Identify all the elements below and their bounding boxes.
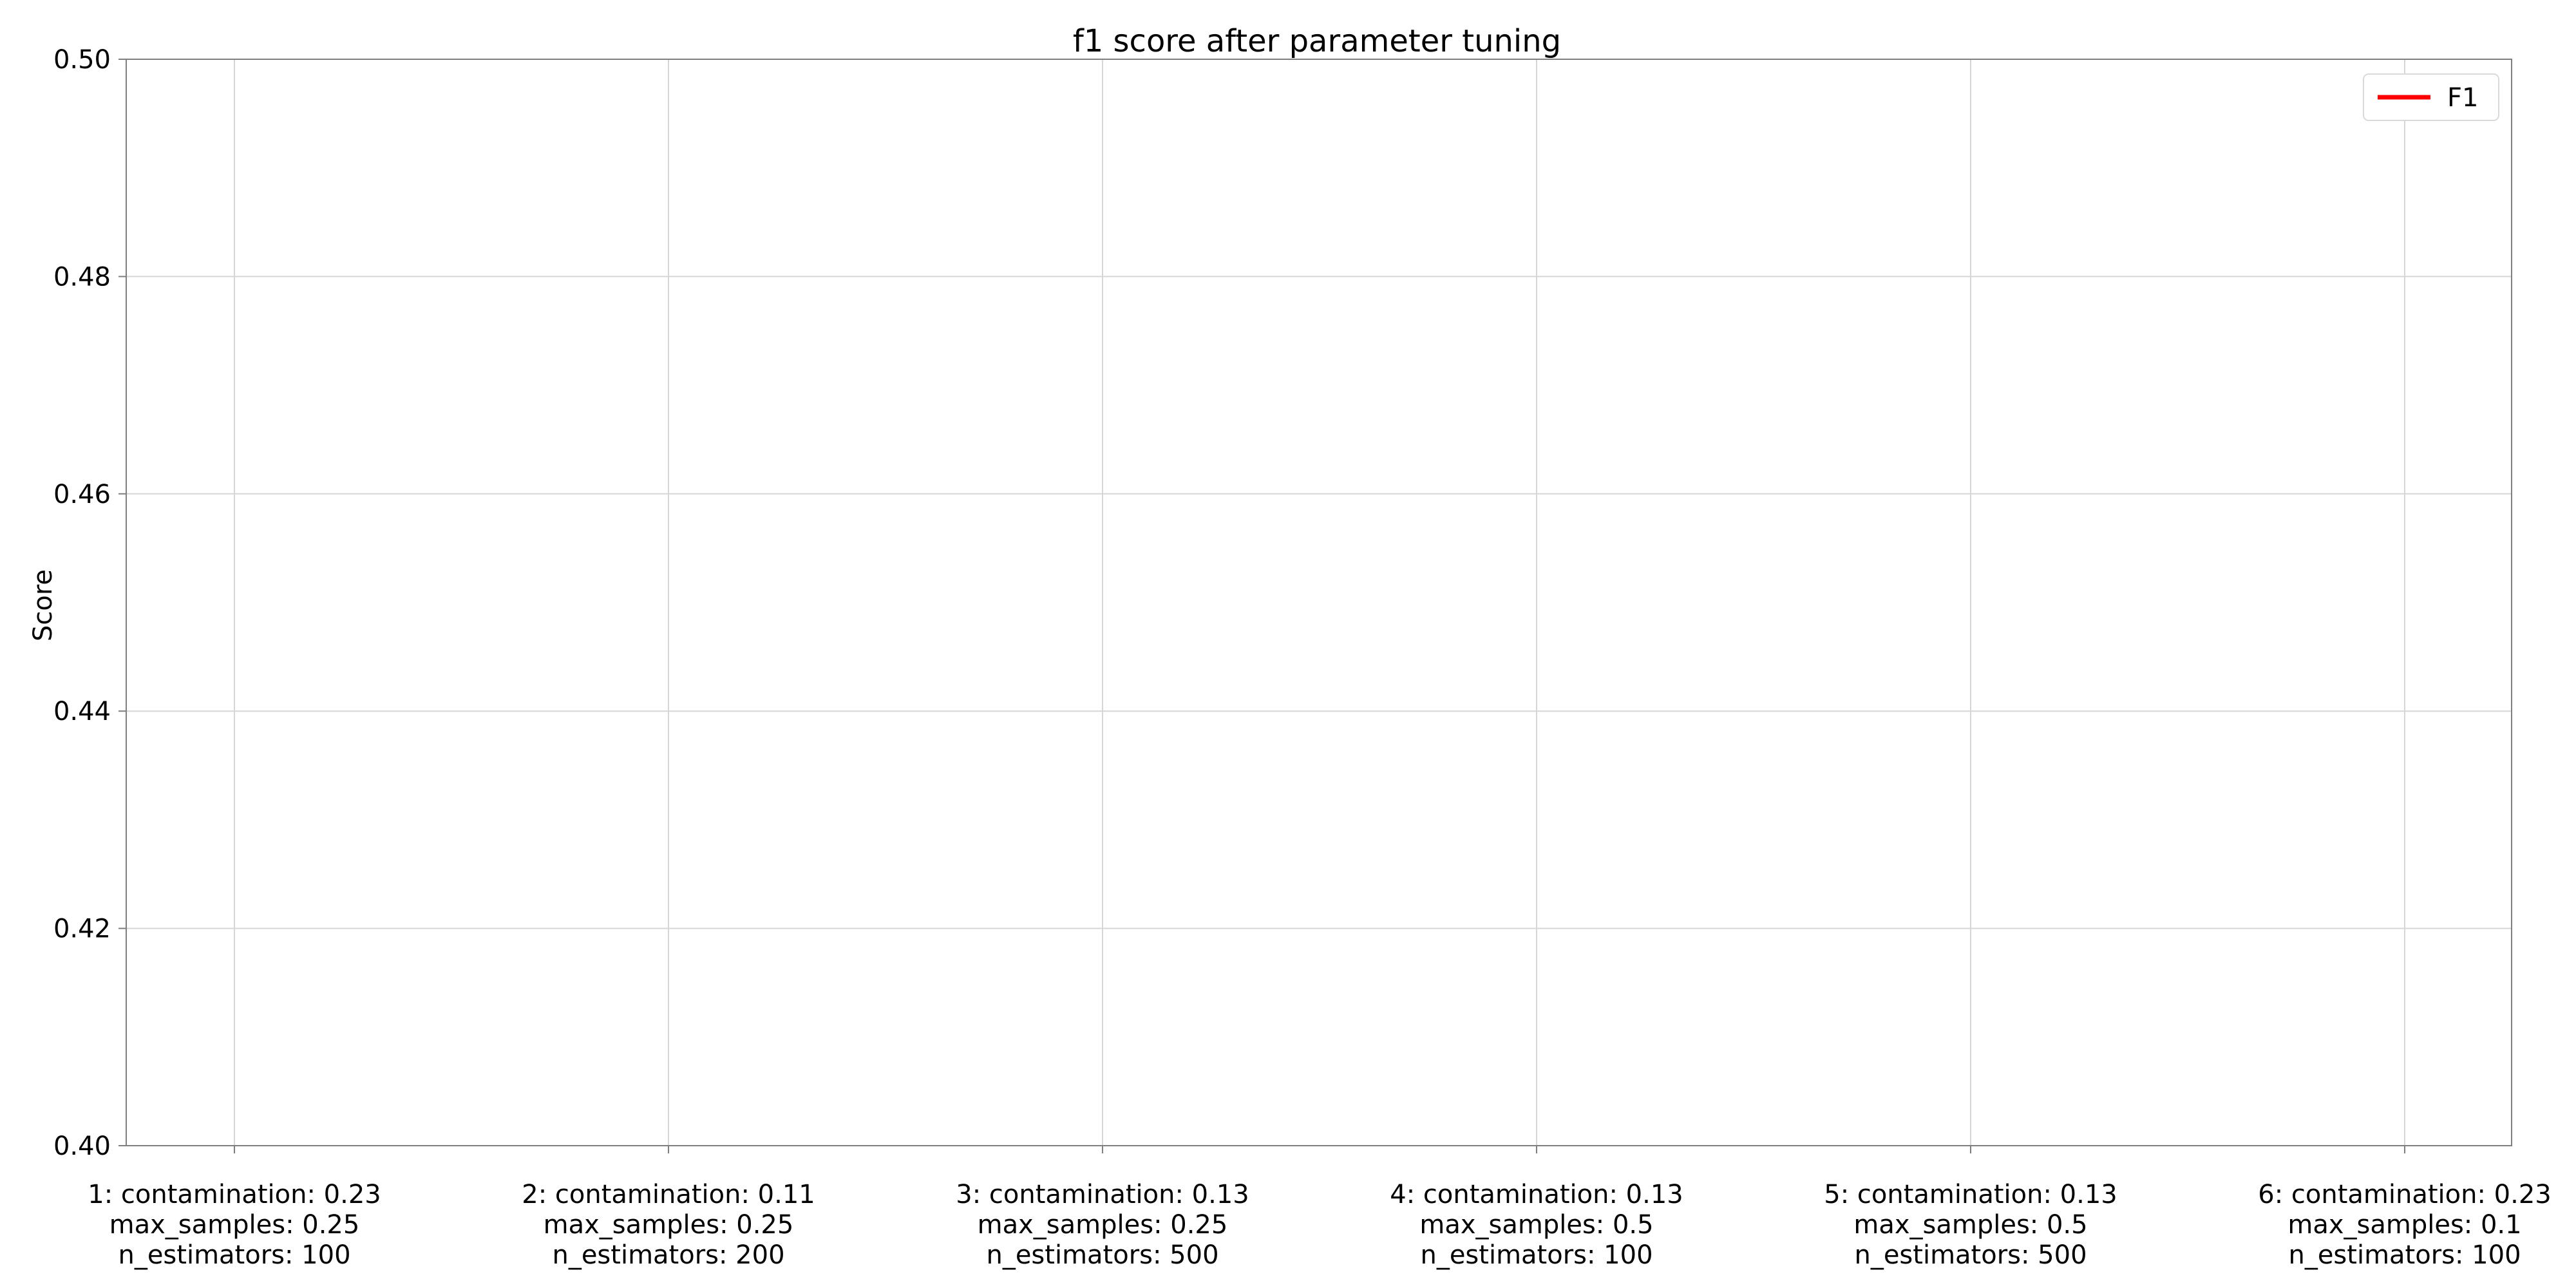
x-tick-label: 1: contamination: 0.23 max_samples: 0.25 n… <box>88 1180 381 1270</box>
x-tick-label-line: max_samples: 0.5 <box>1419 1210 1653 1240</box>
x-tick-label: 6: contamination: 0.23 max_samples: 0.1 n_… <box>2258 1180 2551 1270</box>
x-tick-label-line: max_samples: 0.1 <box>2287 1210 2521 1240</box>
legend-label: F1 <box>2447 83 2478 113</box>
grid-lines <box>126 59 2512 1146</box>
x-tick-label-line: max_samples: 0.5 <box>1853 1210 2087 1240</box>
x-tick-label-line: 1: contamination: 0.23 <box>88 1180 381 1209</box>
chart-title: f1 score after parameter tuning <box>1073 23 1561 59</box>
x-tick-label-line: max_samples: 0.25 <box>978 1210 1228 1240</box>
x-tick-label: 3: contamination: 0.13 max_samples: 0.25 n… <box>956 1180 1249 1270</box>
x-tick-label-line: 3: contamination: 0.13 <box>956 1180 1249 1209</box>
x-tick-label: 2: contamination: 0.11 max_samples: 0.25 n… <box>522 1180 815 1270</box>
y-tick-label: 0.40 <box>53 1132 111 1161</box>
y-tick-label: 0.48 <box>53 262 111 292</box>
x-tick-label-line: max_samples: 0.25 <box>544 1210 794 1240</box>
x-tick-label-line: n_estimators: 200 <box>552 1240 784 1270</box>
y-tick-label: 0.46 <box>53 480 111 509</box>
x-tick-label-line: 2: contamination: 0.11 <box>522 1180 815 1209</box>
x-tick-label-line: max_samples: 0.25 <box>109 1210 360 1240</box>
legend-box <box>2363 73 2499 121</box>
x-tick-label-line: 5: contamination: 0.13 <box>1824 1180 2117 1209</box>
y-tick-label: 0.50 <box>53 45 111 75</box>
x-tick-label-line: n_estimators: 100 <box>118 1240 350 1270</box>
y-tick-label: 0.42 <box>53 914 111 944</box>
axis-ticks <box>118 59 2405 1153</box>
x-tick-label: 5: contamination: 0.13 max_samples: 0.5 n_… <box>1824 1180 2117 1270</box>
x-tick-label-line: n_estimators: 500 <box>1854 1240 2087 1270</box>
legend: F1 <box>2363 73 2499 121</box>
x-tick-label-line: 4: contamination: 0.13 <box>1390 1180 1683 1209</box>
x-tick-label-line: n_estimators: 100 <box>2288 1240 2521 1270</box>
plot-area-frame <box>126 59 2512 1146</box>
x-tick-label-line: 6: contamination: 0.23 <box>2258 1180 2551 1209</box>
x-tick-labels: 1: contamination: 0.23 max_samples: 0.25 n… <box>88 1180 2551 1270</box>
y-axis-label: Score <box>28 569 58 641</box>
x-tick-label-line: n_estimators: 100 <box>1420 1240 1653 1270</box>
y-tick-labels: 0.40 0.42 0.44 0.46 0.48 0.50 <box>53 45 111 1161</box>
y-tick-label: 0.44 <box>53 697 111 726</box>
x-tick-label-line: n_estimators: 500 <box>986 1240 1218 1270</box>
x-tick-label: 4: contamination: 0.13 max_samples: 0.5 n_… <box>1390 1180 1683 1270</box>
